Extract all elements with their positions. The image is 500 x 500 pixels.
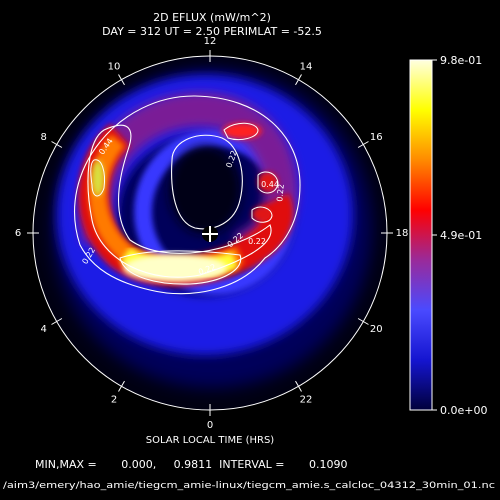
- hour-label-8: 8: [41, 132, 47, 143]
- prenoon-yellow-spot: [92, 160, 104, 196]
- hour-tick-8: [51, 141, 63, 148]
- afternoon-red-spot: [258, 172, 278, 192]
- evening-red-spot: [252, 206, 272, 222]
- polar-cap-dark: [169, 146, 241, 234]
- colorbar-tick-label-max: 9.8e-01: [440, 54, 482, 67]
- colorbar: 9.8e-01 4.9e-01 0.0e+00: [409, 54, 487, 417]
- hour-label-12: 12: [204, 36, 217, 47]
- pole-marker: [202, 226, 218, 242]
- chart-title: 2D EFLUX (mW/m^2): [153, 11, 271, 24]
- source-path: /aim3/emery/hao_amie/tiegcm_amie-linux/t…: [3, 481, 495, 491]
- chart-subtitle: DAY = 312 UT = 2.50 PERIMLAT = -52.5: [102, 25, 322, 38]
- contour-outer: [74, 95, 301, 295]
- contour-label: 0.44: [261, 180, 279, 189]
- contour-prenoon-spot: [90, 159, 105, 197]
- hour-label-6: 6: [15, 228, 21, 239]
- hour-label-16: 16: [370, 132, 383, 143]
- contour-afternoon-spot: [257, 171, 279, 194]
- contour-evening-spot: [251, 206, 273, 223]
- stats-line: MIN,MAX = 0.000, 0.9811 INTERVAL = 0.109…: [35, 458, 348, 471]
- polar-disc: 0.440.220.220.220.220.220.440.22: [33, 56, 387, 410]
- hour-label-22: 22: [300, 394, 313, 405]
- hour-tick-4: [51, 318, 63, 325]
- colorbar-tick-label-mid: 4.9e-01: [440, 229, 482, 242]
- hour-label-0: 0: [207, 420, 213, 431]
- colorbar-tick-label-min: 0.0e+00: [440, 404, 487, 417]
- hour-label-4: 4: [41, 324, 47, 335]
- hour-label-18: 18: [396, 228, 409, 239]
- polar-frame: 12 14 16 18 20 22 0 2 4 6 8 10: [15, 36, 409, 431]
- colorbar-gradient: [410, 60, 432, 410]
- contour-label: 0.22: [248, 237, 266, 246]
- hour-label-2: 2: [111, 394, 117, 405]
- hour-tick-16: [357, 141, 369, 148]
- x-axis-label: SOLAR LOCAL TIME (HRS): [146, 435, 275, 446]
- hour-tick-14: [295, 74, 302, 86]
- hour-label-20: 20: [370, 324, 383, 335]
- hour-tick-10: [118, 74, 125, 86]
- hour-label-14: 14: [300, 62, 313, 73]
- contour-inner-cap: [171, 134, 243, 230]
- contour-label: 0.22: [275, 184, 286, 203]
- hour-tick-20: [357, 318, 369, 325]
- contour-postnoon-spot: [223, 122, 259, 141]
- contour-red-dusk: [87, 124, 272, 278]
- hour-tick-22: [295, 380, 302, 392]
- hour-label-10: 10: [108, 62, 121, 73]
- hour-tick-2: [118, 380, 125, 392]
- contour-yellow-core: [119, 250, 242, 285]
- postnoon-red-spot: [222, 123, 262, 139]
